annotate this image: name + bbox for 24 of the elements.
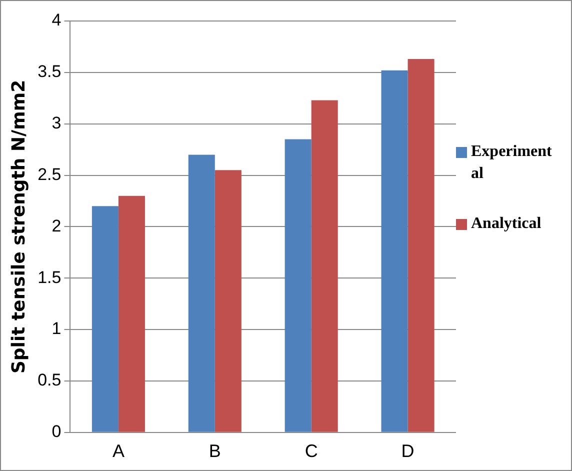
bar — [92, 206, 118, 432]
legend-label: Analytical — [471, 214, 542, 234]
bar — [188, 154, 215, 432]
x-tick-label: C — [304, 441, 318, 462]
y-tick-label: 3 — [52, 114, 62, 133]
bar — [118, 196, 145, 432]
bar — [381, 70, 408, 432]
bar — [408, 59, 434, 432]
x-tick-label: D — [401, 441, 414, 462]
bar — [214, 170, 242, 432]
y-tick-label: 1.5 — [38, 268, 62, 287]
y-tick-label: 2.5 — [38, 164, 62, 184]
y-axis-title: Split tensile strength N/mm2 — [8, 80, 30, 374]
x-tick-label: B — [208, 441, 221, 462]
y-tick-label: 1 — [52, 319, 62, 338]
bar — [311, 100, 338, 432]
y-tick-label: 0.5 — [38, 370, 62, 390]
y-tick-label: 0 — [52, 422, 62, 442]
y-tick-label: 3.5 — [38, 62, 62, 82]
y-tick-label: 4 — [52, 10, 62, 30]
legend-label: Experimental — [471, 142, 553, 184]
y-tick-label: 2 — [52, 216, 62, 236]
x-tick-label: A — [112, 441, 124, 462]
bar — [284, 139, 312, 432]
